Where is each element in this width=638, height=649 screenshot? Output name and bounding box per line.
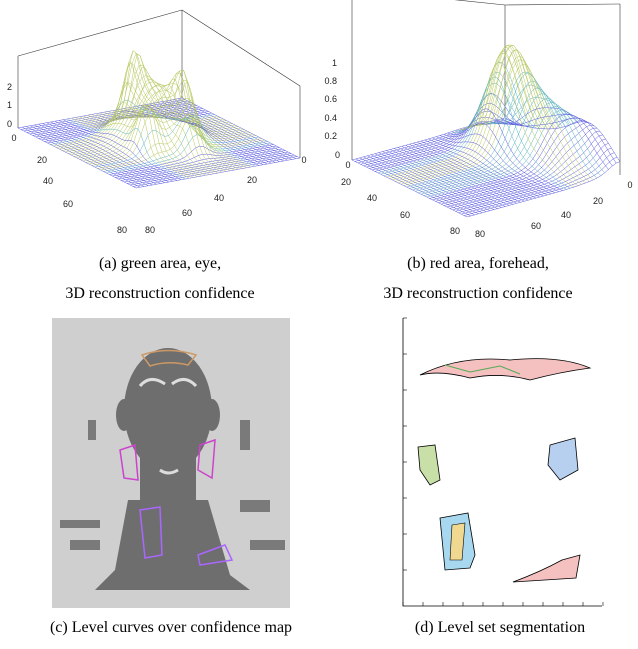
tick-label: 40 xyxy=(214,193,224,203)
tick-label: 80 xyxy=(475,229,485,239)
axis-line xyxy=(182,10,300,86)
mesh-line xyxy=(108,85,226,172)
caption: (b) red area, forehead, xyxy=(407,255,549,272)
tick-label: 0 xyxy=(11,133,16,143)
tick-label: 1 xyxy=(7,100,12,110)
mesh-line xyxy=(68,76,232,154)
tick-label: 0 xyxy=(335,150,340,160)
tick-label: 20 xyxy=(593,196,603,206)
mesh-line xyxy=(157,103,275,163)
caption: 3D reconstruction confidence xyxy=(383,285,572,302)
caption: (a) green area, eye, xyxy=(99,255,221,272)
tick-label: 0.8 xyxy=(324,76,337,86)
mesh-line xyxy=(440,134,555,193)
tick-label: 40 xyxy=(43,176,53,186)
tick-label: 60 xyxy=(182,208,192,218)
tick-label: 20 xyxy=(37,155,47,165)
tick-label: 0.4 xyxy=(324,113,337,123)
tick-label: 40 xyxy=(561,210,571,220)
mesh-line xyxy=(43,124,161,184)
tick-label: 2 xyxy=(7,82,12,92)
confidence-map xyxy=(52,318,290,608)
axis-line xyxy=(352,0,505,5)
tick-label: 60 xyxy=(63,199,73,209)
tick-label: 0 xyxy=(301,155,306,165)
tick-label: 80 xyxy=(145,225,155,235)
tick-label: 0 xyxy=(345,160,350,170)
tick-label: 80 xyxy=(450,226,460,236)
mesh-line xyxy=(458,148,611,213)
mesh-line xyxy=(490,97,605,172)
mesh-line xyxy=(174,100,292,160)
surface-plot: 2 1 0 0 20 40 60 80 80 60 40 20 0 xyxy=(7,10,307,235)
tick-label: 60 xyxy=(531,221,541,231)
mesh-line xyxy=(182,98,300,158)
axis-line xyxy=(18,10,182,56)
tick-label: 40 xyxy=(367,193,377,203)
tick-label: 0.6 xyxy=(324,94,337,104)
tick-label: 20 xyxy=(247,175,257,185)
caption: (d) Level set segmentation xyxy=(415,619,585,636)
tick-label: 60 xyxy=(400,210,410,220)
figure: 21002040608080604020010.80.60.40.2002040… xyxy=(0,0,638,644)
mesh-line xyxy=(100,67,218,173)
tick-label: 80 xyxy=(117,225,127,235)
tick-label: 20 xyxy=(341,177,351,187)
tick-label: 1 xyxy=(332,58,337,68)
axis-line xyxy=(505,4,620,5)
caption: 3D reconstruction confidence xyxy=(65,285,254,302)
segmentation-plot xyxy=(403,318,602,606)
mesh-line xyxy=(395,46,548,182)
caption: (c) Level curves over confidence map xyxy=(50,619,292,636)
tick-label: 0 xyxy=(627,180,632,190)
tick-label: 0 xyxy=(7,119,12,129)
tick-label: 0.2 xyxy=(324,131,337,141)
